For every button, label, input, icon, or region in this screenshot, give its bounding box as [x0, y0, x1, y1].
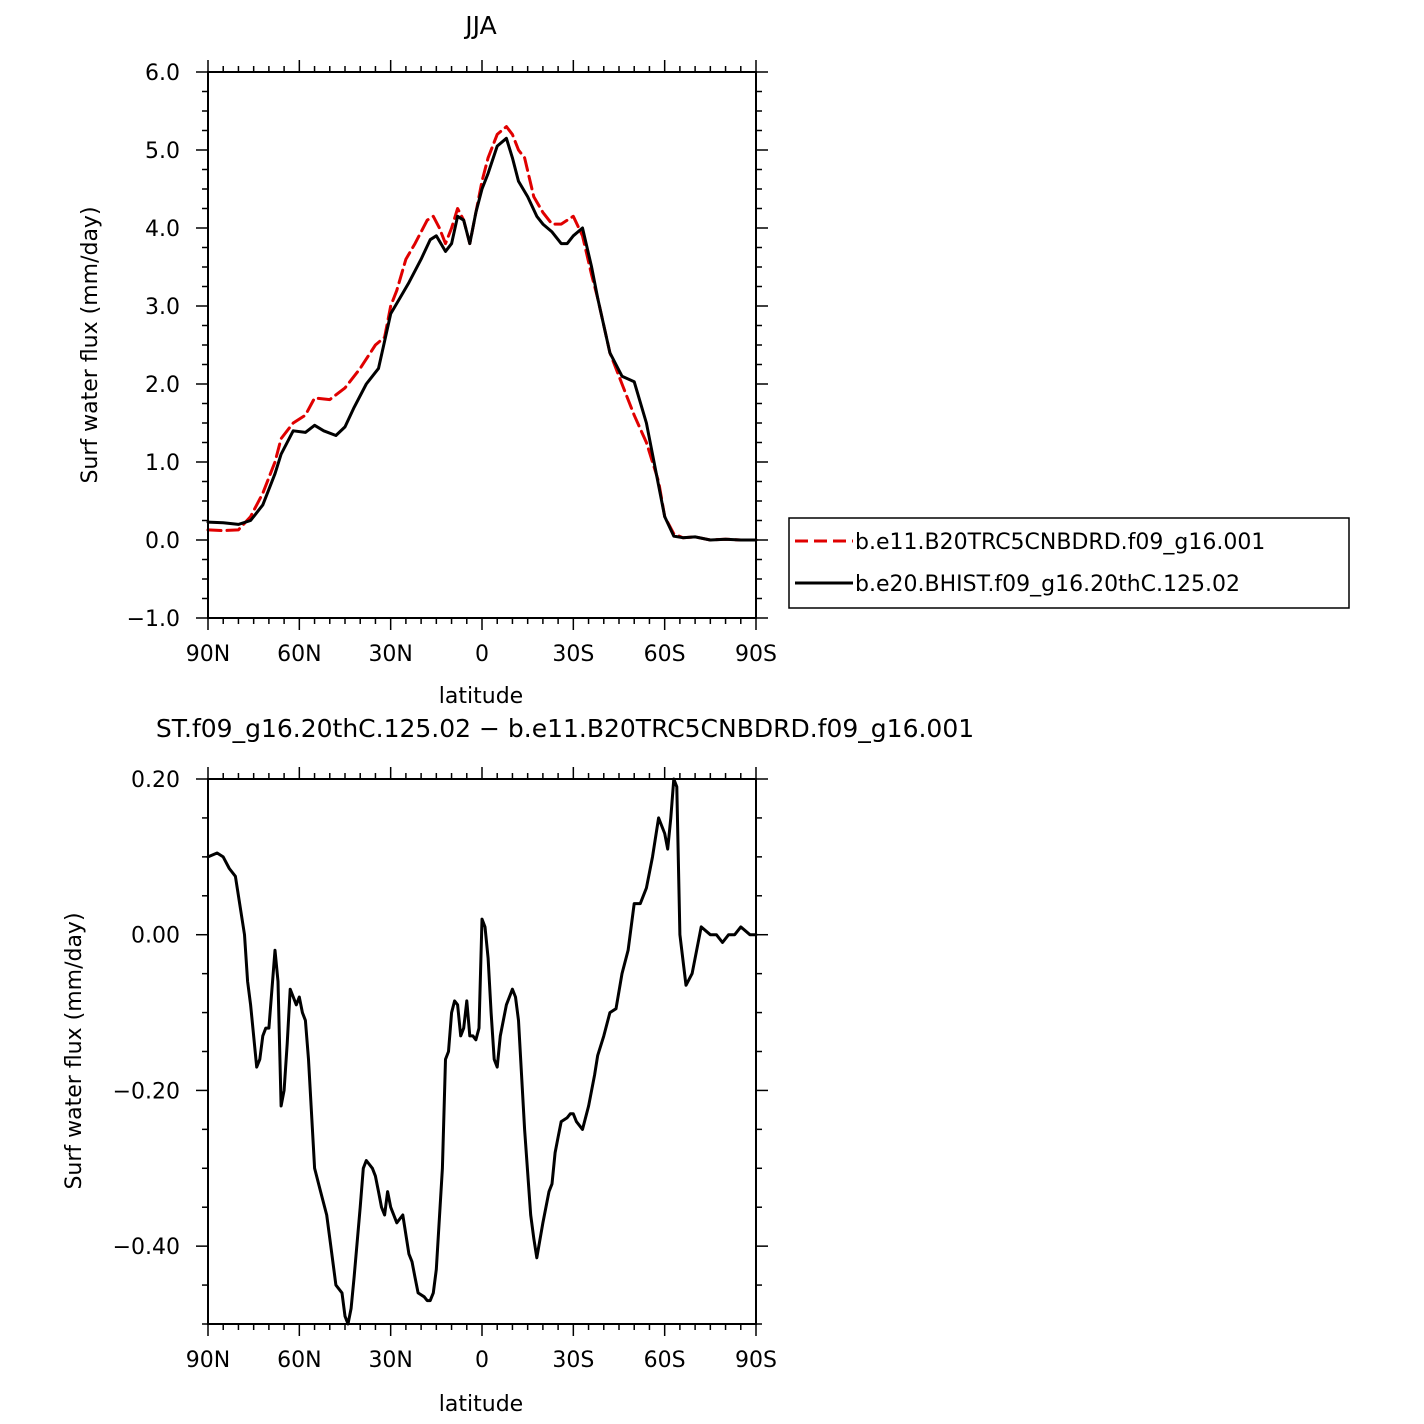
top-series-line-2	[206, 136, 758, 542]
top-y-tick-label: 6.0	[145, 61, 180, 86]
top-y-axis-label: Surf water flux (mm/day)	[78, 206, 103, 483]
top-y-tick-label: −1.0	[127, 607, 180, 632]
bottom-x-tick-label: 30N	[368, 1348, 412, 1373]
top-y-tick-label: 4.0	[145, 217, 180, 242]
top-x-tick-label: 60N	[277, 642, 321, 667]
top-x-tick-label: 30S	[552, 642, 594, 667]
top-x-ticks: 90N 60N 30N 0 30S 60S 90S	[186, 60, 777, 667]
bottom-chart-title: ST.f09_g16.20thC.125.02 − b.e11.B20TRC5C…	[156, 714, 974, 743]
top-series	[206, 125, 758, 542]
top-x-tick-label: 90N	[186, 642, 230, 667]
bottom-y-tick-label: 0.00	[131, 924, 180, 949]
legend-label-series-2: b.e20.BHIST.f09_g16.20thC.125.02	[855, 572, 1240, 597]
bottom-y-axis-label: Surf water flux (mm/day)	[62, 912, 87, 1189]
top-y-tick-label: 3.0	[145, 295, 180, 320]
legend: b.e11.B20TRC5CNBDRD.f09_g16.001 b.e20.BH…	[788, 517, 1350, 609]
bottom-chart: ST.f09_g16.20thC.125.02 − b.e11.B20TRC5C…	[62, 714, 974, 1417]
top-chart: JJA 90N 60N 30N 0 30S 60S 90S −1.0 0.0 1.0 2.0 3.0…	[78, 11, 1350, 709]
bottom-x-tick-label: 60N	[277, 1348, 321, 1373]
top-x-axis-label: latitude	[439, 684, 523, 709]
top-y-ticks: −1.0 0.0 1.0 2.0 3.0 4.0 5.0 6.0	[127, 61, 768, 632]
top-y-tick-label: 1.0	[145, 451, 180, 476]
bottom-x-tick-label: 60S	[644, 1348, 686, 1373]
bottom-x-tick-label: 90S	[735, 1348, 777, 1373]
top-y-tick-label: 2.0	[145, 373, 180, 398]
top-plot-frame	[207, 71, 757, 619]
bottom-x-tick-label: 0	[475, 1348, 489, 1373]
top-chart-title: JJA	[463, 11, 496, 40]
bottom-x-ticks: 90N 60N 30N 0 30S 60S 90S	[186, 767, 777, 1373]
top-x-tick-label: 30N	[368, 642, 412, 667]
bottom-x-axis-label: latitude	[439, 1392, 523, 1417]
bottom-y-tick-label: −0.20	[113, 1079, 180, 1104]
top-x-tick-label: 0	[475, 642, 489, 667]
top-y-tick-label: 0.0	[145, 529, 180, 554]
top-x-tick-label: 60S	[644, 642, 686, 667]
bottom-y-ticks: −0.40 −0.20 0.00 0.20	[113, 768, 768, 1325]
top-y-tick-label: 5.0	[145, 139, 180, 164]
legend-label-series-1: b.e11.B20TRC5CNBDRD.f09_g16.001	[855, 530, 1265, 555]
bottom-plot-frame	[207, 778, 757, 1325]
top-x-tick-label: 90S	[735, 642, 777, 667]
bottom-y-tick-label: −0.40	[113, 1235, 180, 1260]
legend-box	[788, 517, 1350, 609]
bottom-x-tick-label: 90N	[186, 1348, 230, 1373]
bottom-x-tick-label: 30S	[552, 1348, 594, 1373]
bottom-series-line-1	[206, 777, 758, 1326]
bottom-y-tick-label: 0.20	[131, 768, 180, 793]
bottom-series	[206, 777, 758, 1326]
